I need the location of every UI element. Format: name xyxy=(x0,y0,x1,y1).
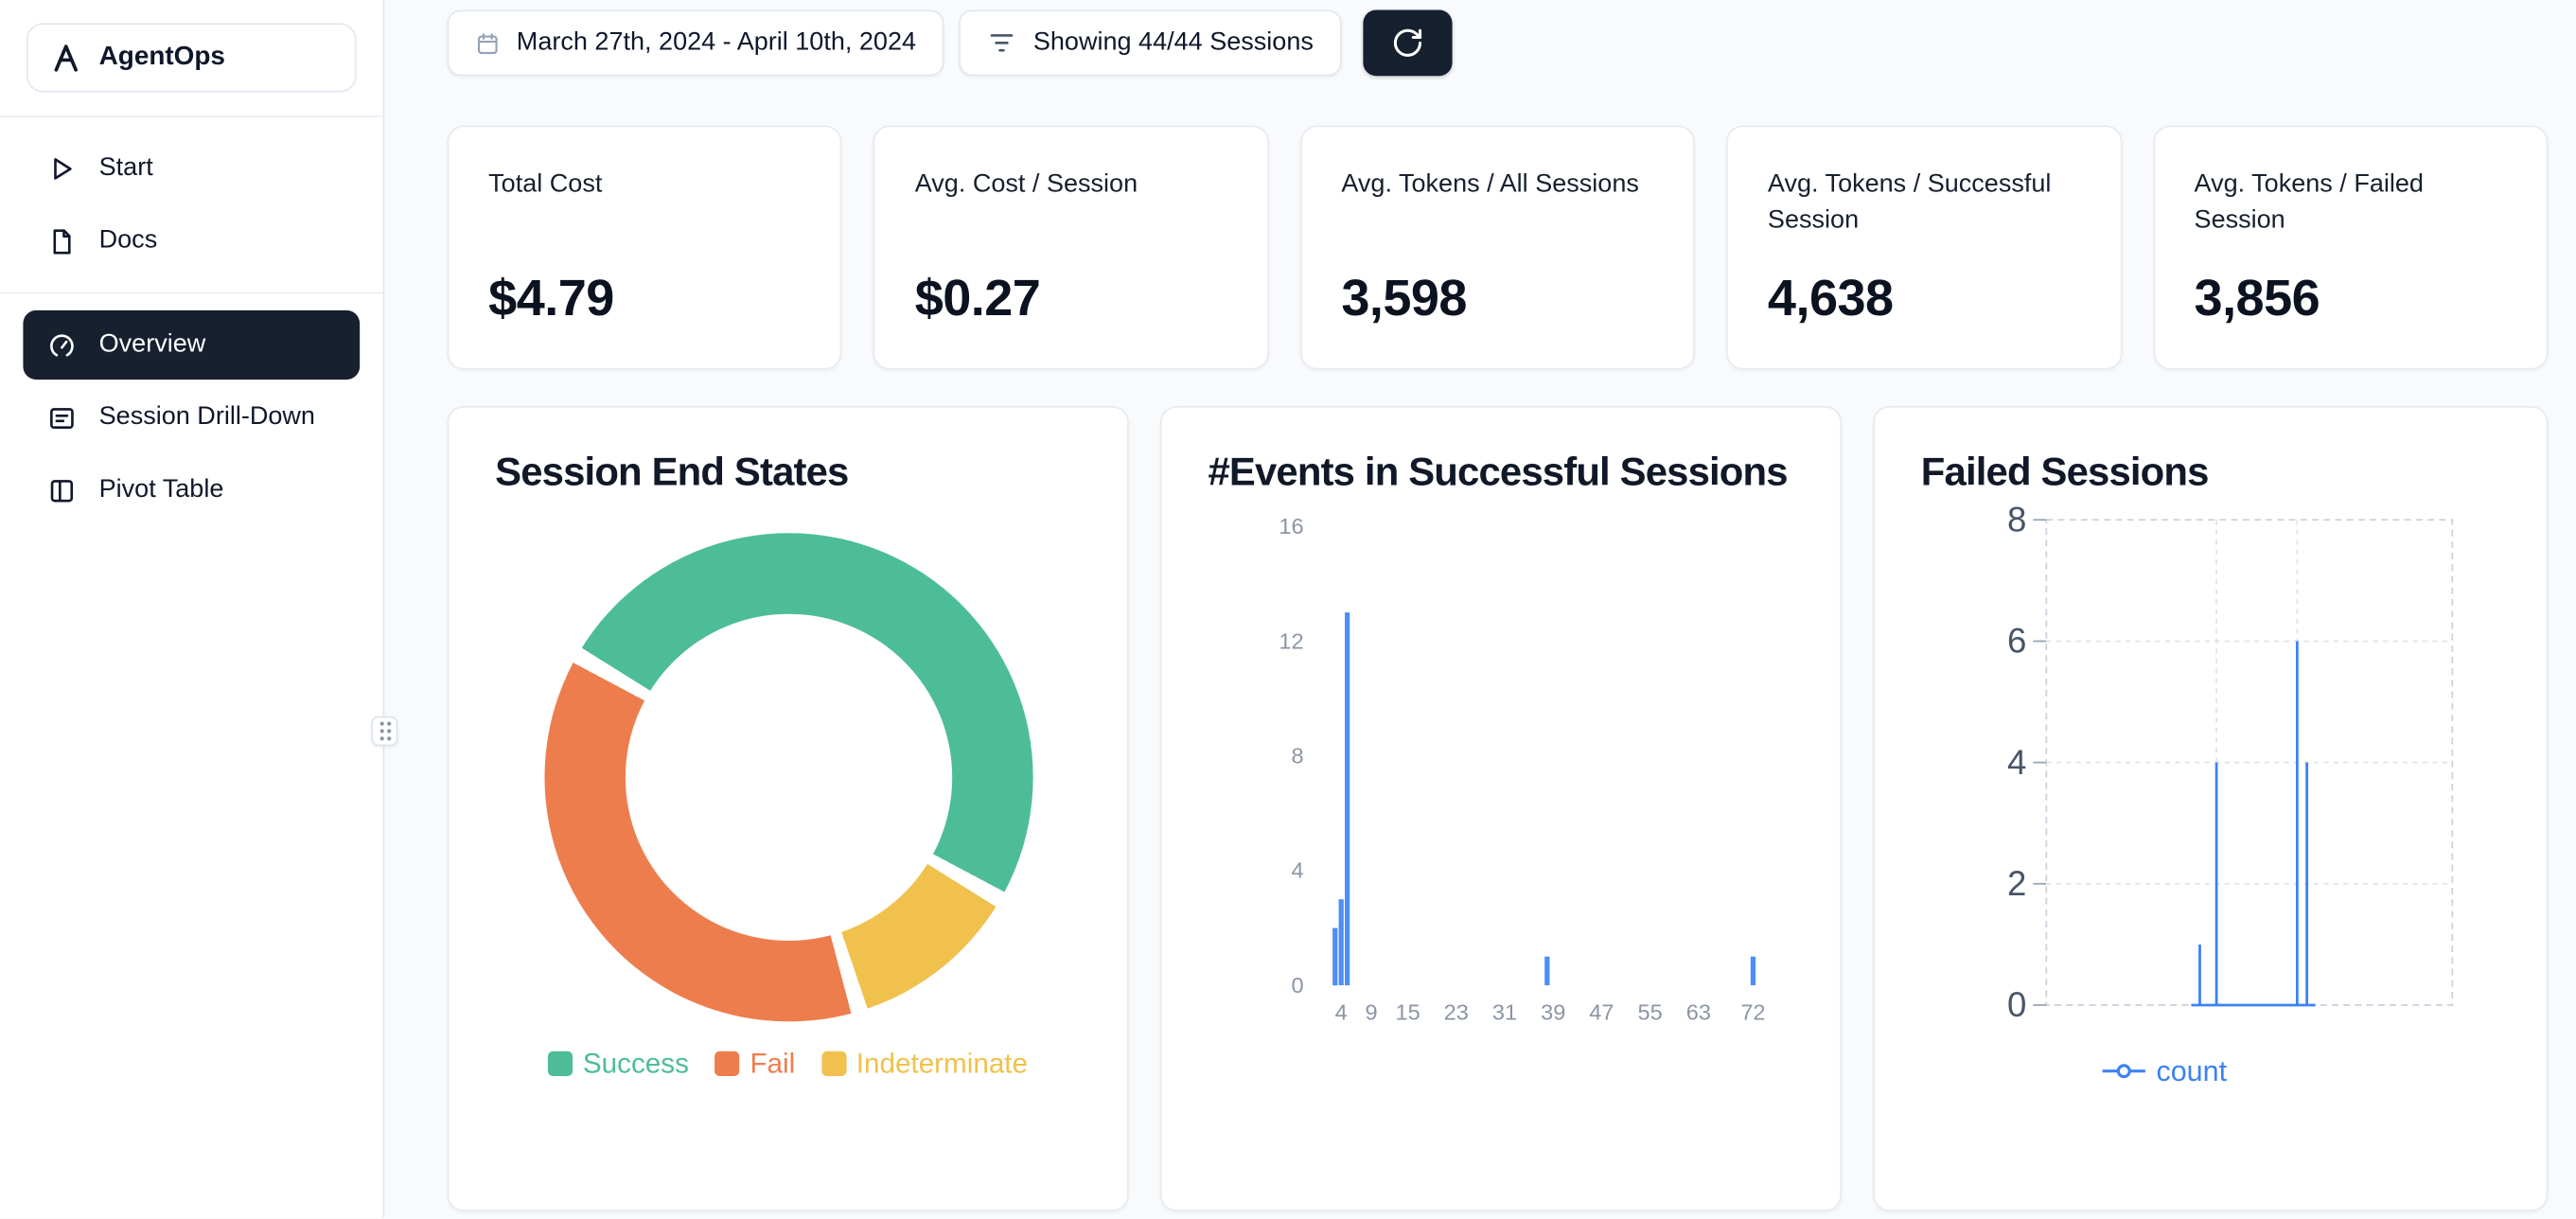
sidebar-divider xyxy=(0,292,383,294)
failed-sessions-line-chart: 0 2 4 6 8 xyxy=(2007,506,2454,1023)
svg-text:0: 0 xyxy=(2007,984,2026,1023)
sidebar-resize-handle[interactable] xyxy=(371,716,398,747)
stat-value: 3,598 xyxy=(1341,269,1467,327)
session-filter-button[interactable]: Showing 44/44 Sessions xyxy=(959,9,1342,77)
svg-text:72: 72 xyxy=(1740,999,1765,1024)
stat-avg-tokens-successful: Avg. Tokens / Successful Session 4,638 xyxy=(1726,125,2122,370)
agentops-logo[interactable]: AgentOps xyxy=(26,23,357,93)
stat-label: Total Cost xyxy=(488,169,603,199)
stat-avg-tokens-all: Avg. Tokens / All Sessions 3,598 xyxy=(1299,125,1696,370)
chart-title: #Events in Successful Sessions xyxy=(1208,450,1788,496)
stat-value: 4,638 xyxy=(1767,269,1894,327)
sidebar-item-session-drill-down[interactable]: Session Drill-Down xyxy=(23,383,360,452)
failed-sessions-card: Failed Sessions 0 2 4 6 8 count xyxy=(1873,405,2549,1211)
sidebar-item-start[interactable]: Start xyxy=(23,133,360,203)
svg-text:8: 8 xyxy=(2007,506,2026,539)
events-successful-sessions-card: #Events in Successful Sessions 0 4 8 12 16 4 9… xyxy=(1159,405,1843,1211)
legend-swatch xyxy=(715,1051,740,1077)
svg-text:4: 4 xyxy=(1292,857,1304,882)
filter-icon xyxy=(990,34,1014,52)
legend-label: Success xyxy=(582,1047,689,1079)
svg-text:12: 12 xyxy=(1279,628,1303,653)
sidebar-item-label: Start xyxy=(98,153,153,182)
count-legend[interactable]: count xyxy=(1875,1054,2454,1089)
svg-text:4: 4 xyxy=(1335,999,1348,1024)
charts-row: Session End States Success Fail xyxy=(447,405,2549,1211)
session-filter-label: Showing 44/44 Sessions xyxy=(1032,27,1314,57)
svg-text:6: 6 xyxy=(2007,621,2026,660)
donut-wrap: Success Fail Indeterminate xyxy=(495,496,1081,1080)
svg-text:16: 16 xyxy=(1279,513,1303,538)
sidebar-item-label: Pivot Table xyxy=(98,475,224,504)
stat-total-cost: Total Cost $4.79 xyxy=(447,125,843,370)
sidebar-item-overview[interactable]: Overview xyxy=(23,309,361,380)
docs-icon xyxy=(53,228,71,254)
stat-label: Avg. Tokens / All Sessions xyxy=(1341,169,1639,199)
legend-swatch xyxy=(548,1051,573,1077)
svg-text:47: 47 xyxy=(1589,999,1614,1024)
sidebar-item-label: Session Drill-Down xyxy=(98,402,315,432)
svg-text:2: 2 xyxy=(2007,863,2026,902)
stat-avg-cost-session: Avg. Cost / Session $0.27 xyxy=(873,125,1269,370)
svg-text:63: 63 xyxy=(1686,999,1711,1024)
sidebar-item-label: Docs xyxy=(98,225,158,255)
gauge-icon xyxy=(50,333,74,356)
session-end-states-donut xyxy=(543,532,1032,1021)
main-content: March 27th, 2024 - April 10th, 2024 Show… xyxy=(384,0,2576,1218)
sidebar-item-label: Overview xyxy=(98,329,206,359)
svg-text:9: 9 xyxy=(1366,999,1378,1024)
stat-label: Avg. Cost / Session xyxy=(914,169,1138,199)
stat-label: Avg. Tokens / Failed Session xyxy=(2194,169,2424,236)
legend-label: Fail xyxy=(750,1047,796,1079)
svg-text:39: 39 xyxy=(1541,999,1565,1024)
legend-item-fail[interactable]: Fail xyxy=(715,1048,795,1081)
svg-text:4: 4 xyxy=(2007,742,2026,781)
legend-item-indeterminate[interactable]: Indeterminate xyxy=(821,1048,1028,1081)
stat-avg-tokens-failed: Avg. Tokens / Failed Session 3,856 xyxy=(2152,125,2549,370)
legend-item-success[interactable]: Success xyxy=(548,1048,689,1081)
stats-row: Total Cost $4.79 Avg. Cost / Session $0.… xyxy=(447,125,2549,370)
date-range-button[interactable]: March 27th, 2024 - April 10th, 2024 xyxy=(447,9,944,77)
refresh-icon xyxy=(1393,28,1421,57)
legend-swatch xyxy=(821,1051,847,1077)
chart-title: Failed Sessions xyxy=(1920,450,2210,496)
svg-text:23: 23 xyxy=(1444,999,1469,1024)
svg-text:15: 15 xyxy=(1396,999,1420,1024)
grip-dots-icon xyxy=(379,721,391,741)
logo-label: AgentOps xyxy=(98,43,225,71)
svg-text:55: 55 xyxy=(1638,999,1663,1024)
legend-label: Indeterminate xyxy=(856,1047,1029,1079)
drilldown-icon xyxy=(50,407,74,429)
topbar: March 27th, 2024 - April 10th, 2024 Show… xyxy=(447,9,2549,77)
stat-value: 3,856 xyxy=(2194,269,2320,327)
refresh-button[interactable] xyxy=(1363,9,1453,77)
agentops-logo-icon xyxy=(54,44,78,72)
line-marker-icon xyxy=(2101,1064,2145,1079)
stat-value: $4.79 xyxy=(488,269,614,327)
play-icon xyxy=(54,157,72,179)
calendar-icon xyxy=(477,32,498,54)
svg-text:0: 0 xyxy=(1292,972,1304,997)
sidebar-item-pivot-table[interactable]: Pivot Table xyxy=(23,455,360,524)
stat-label: Avg. Tokens / Successful Session xyxy=(1767,169,2052,236)
stat-value: $0.27 xyxy=(914,269,1041,327)
sidebar-divider xyxy=(0,115,383,117)
donut-legend: Success Fail Indeterminate xyxy=(548,1048,1028,1081)
svg-text:31: 31 xyxy=(1492,999,1517,1024)
date-range-label: March 27th, 2024 - April 10th, 2024 xyxy=(516,27,917,57)
chart-title: Session End States xyxy=(495,450,849,496)
svg-text:8: 8 xyxy=(1292,743,1304,768)
sidebar-item-docs[interactable]: Docs xyxy=(23,206,360,275)
pivot-table-icon xyxy=(50,479,74,502)
sidebar: AgentOps Start Docs Overview Se xyxy=(0,0,385,1218)
session-end-states-card: Session End States Success Fail xyxy=(447,405,1129,1211)
count-legend-label: count xyxy=(2156,1053,2228,1087)
